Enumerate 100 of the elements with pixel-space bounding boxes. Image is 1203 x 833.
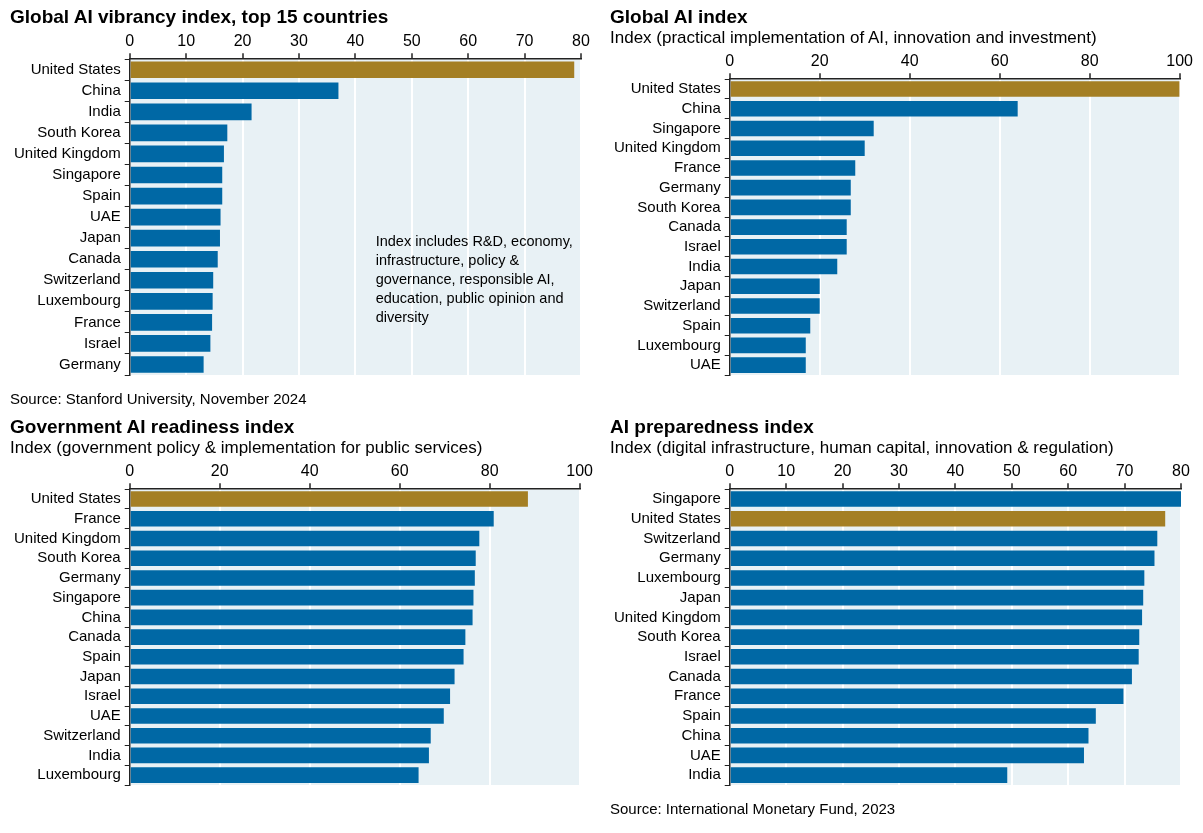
y-tick-label: United Kingdom [613, 607, 721, 625]
bar [130, 335, 211, 352]
source-note: Source: International Monetary Fund, 2023 [610, 800, 897, 817]
x-tick-label: 60 [459, 32, 478, 50]
x-tick-label: 0 [125, 462, 135, 480]
y-tick-label: Singapore [52, 587, 121, 605]
x-tick-label: 0 [725, 462, 735, 480]
x-tick-label: 30 [890, 462, 908, 480]
bar [130, 727, 431, 744]
bar [130, 708, 444, 724]
bar [130, 747, 429, 764]
x-tick-label: 60 [1059, 462, 1078, 480]
y-tick-label: Singapore [52, 165, 121, 183]
bar [130, 82, 339, 100]
bar [730, 649, 1139, 665]
bar [130, 145, 224, 163]
y-tick-label: United States [30, 59, 121, 77]
x-tick-label: 40 [300, 462, 319, 480]
x-tick-label: 40 [346, 32, 365, 50]
y-tick-label: China [681, 98, 722, 116]
y-tick-label: United Kingdom [613, 138, 721, 156]
y-tick-label: Israel [84, 333, 121, 351]
y-tick-label: South Korea [637, 197, 722, 215]
y-tick-label: Switzerland [43, 725, 121, 743]
x-tick-label: 30 [290, 32, 308, 50]
y-tick-label: Singapore [652, 118, 721, 136]
y-tick-label: Germany [59, 568, 122, 586]
y-tick-label: Israel [84, 686, 121, 704]
bar [730, 337, 806, 354]
y-tick-label: UAE [89, 207, 121, 225]
y-tick-label: South Korea [37, 123, 122, 141]
y-tick-label: Japan [79, 228, 121, 246]
y-tick-label: Japan [679, 587, 721, 605]
bar [130, 629, 466, 645]
bar [730, 357, 806, 373]
bar [730, 510, 1166, 527]
bar [730, 258, 838, 275]
bar [730, 589, 1144, 606]
x-tick-label: 60 [390, 462, 409, 480]
annotation: Index includes R&D, economy, infrastructure, policy & governance, responsible AI, education, public opinion and diversity [375, 232, 573, 325]
bar [130, 124, 228, 142]
chart-title: Global AI index [610, 6, 749, 28]
bar [730, 747, 1084, 764]
y-tick-label: Luxembourg [637, 568, 721, 586]
y-tick-label: India [88, 101, 122, 119]
y-tick-label: UAE [89, 706, 121, 724]
bar [730, 708, 1096, 724]
y-tick-label: Canada [668, 217, 722, 235]
bar [730, 688, 1124, 705]
x-tick-label: 20 [810, 52, 829, 70]
x-tick-label: 20 [233, 32, 252, 50]
y-tick-label: United Kingdom [13, 144, 121, 162]
y-tick-label: Switzerland [43, 270, 121, 288]
bar [730, 550, 1155, 567]
bar [730, 668, 1132, 685]
source-note: Source: Stanford University, November 2024 [10, 390, 308, 407]
bar [130, 530, 480, 547]
bar [130, 649, 464, 665]
chart-subtitle: Index (digital infrastructure, human capital, innovation & regulation) [610, 438, 1115, 458]
x-tick-label: 60 [990, 52, 1009, 70]
y-tick-label: France [74, 312, 121, 330]
y-tick-label: India [88, 745, 122, 763]
bar [730, 317, 811, 334]
bar [130, 292, 213, 310]
chart-subtitle: Index (government policy & implementation for public services) [10, 438, 484, 458]
x-tick-label: 100 [566, 462, 594, 480]
bar [130, 609, 473, 626]
bar [730, 160, 856, 176]
x-tick-label: 50 [402, 32, 421, 50]
bar [730, 179, 851, 196]
bar [130, 570, 475, 586]
bar [730, 219, 847, 235]
bar [730, 767, 1008, 783]
bar [130, 229, 220, 247]
y-tick-label: Spain [82, 186, 121, 204]
bar [130, 250, 218, 268]
y-tick-label: India [688, 256, 722, 274]
bar [730, 140, 865, 157]
x-tick-label: 20 [210, 462, 229, 480]
x-tick-label: 0 [125, 32, 135, 50]
y-tick-label: Israel [684, 236, 721, 254]
bar [130, 767, 419, 783]
bar [730, 530, 1158, 547]
y-tick-label: UAE [689, 355, 721, 373]
y-tick-label: Israel [684, 646, 721, 664]
bar [130, 187, 223, 205]
y-tick-label: India [688, 765, 722, 783]
y-tick-label: China [681, 725, 722, 743]
bar [130, 61, 575, 79]
bar [730, 278, 820, 295]
bar [130, 356, 204, 373]
y-tick-label: Switzerland [643, 528, 721, 546]
y-tick-label: Germany [659, 177, 722, 195]
y-tick-label: Spain [82, 646, 121, 664]
y-tick-label: United States [630, 508, 721, 526]
x-tick-label: 50 [1002, 462, 1021, 480]
bar [730, 298, 820, 314]
bar [130, 166, 223, 184]
bar [730, 629, 1140, 645]
bar [730, 727, 1089, 744]
